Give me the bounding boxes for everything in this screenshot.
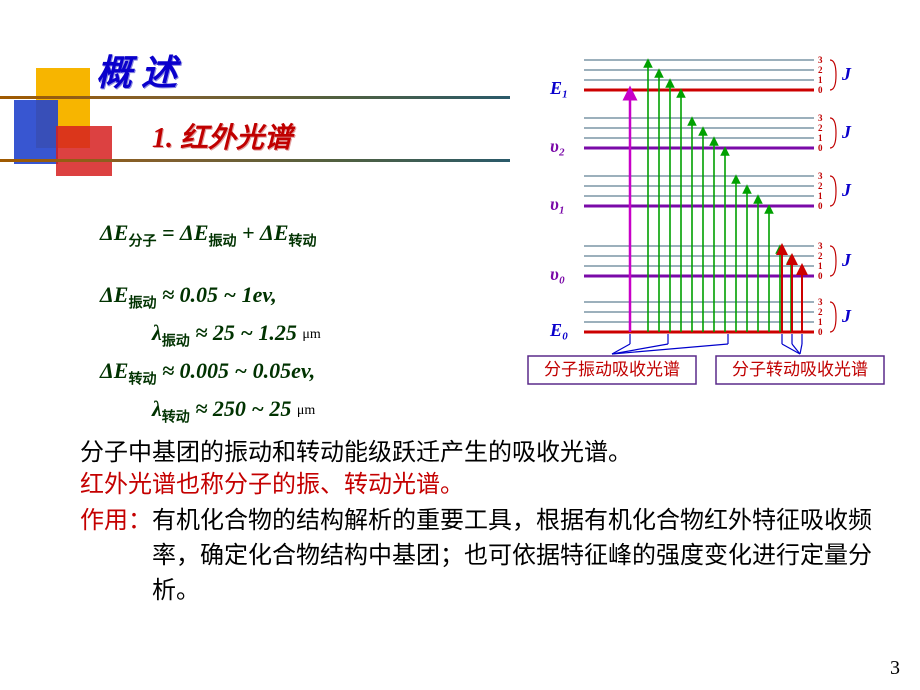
equation-e-vib: ΔE振动 ≈ 0.05 ~ 1ev, bbox=[100, 282, 277, 312]
svg-text:υ₀: υ₀ bbox=[550, 264, 565, 284]
svg-text:0: 0 bbox=[818, 201, 823, 211]
svg-text:1: 1 bbox=[818, 317, 823, 327]
equation-lambda-vib: λ振动 ≈ 25 ~ 1.25 μm bbox=[152, 320, 321, 350]
svg-text:2: 2 bbox=[818, 307, 823, 317]
svg-text:3: 3 bbox=[818, 241, 823, 251]
svg-text:1: 1 bbox=[818, 191, 823, 201]
paragraph-3-label-2: 作用： bbox=[80, 504, 152, 609]
svg-text:1: 1 bbox=[818, 261, 823, 271]
svg-text:1: 1 bbox=[818, 133, 823, 143]
svg-text:υ₁: υ₁ bbox=[550, 194, 565, 214]
svg-text:分子振动吸收光谱: 分子振动吸收光谱 bbox=[544, 360, 680, 379]
paragraph-3-body-2: 有机化合物的结构解析的重要工具，根据有机化合物红外特征吸收频率，确定化合物结构中… bbox=[152, 504, 880, 609]
svg-text:0: 0 bbox=[818, 85, 823, 95]
svg-text:E₁: E₁ bbox=[549, 78, 568, 98]
decorative-red-block bbox=[56, 126, 112, 176]
horizontal-rule-2 bbox=[0, 159, 510, 162]
svg-text:J: J bbox=[841, 306, 852, 326]
equation-main: ΔE分子 = ΔE振动 + ΔE转动 bbox=[100, 220, 317, 250]
paragraph-1: 分子中基团的振动和转动能级跃迁产生的吸收光谱。 bbox=[80, 438, 632, 469]
page-number: 3 bbox=[890, 657, 900, 680]
svg-text:J: J bbox=[841, 64, 852, 84]
svg-text:2: 2 bbox=[818, 251, 823, 261]
svg-text:1: 1 bbox=[818, 75, 823, 85]
energy-level-diagram: 0123E₁0123υ₂0123υ₁0123υ₀0123E₀3210J3210J… bbox=[524, 44, 894, 394]
svg-text:2: 2 bbox=[818, 123, 823, 133]
svg-text:2: 2 bbox=[818, 65, 823, 75]
svg-text:J: J bbox=[841, 250, 852, 270]
svg-text:3: 3 bbox=[818, 113, 823, 123]
paragraph-2: 红外光谱也称分子的振、转动光谱。 bbox=[80, 470, 464, 501]
svg-text:J: J bbox=[841, 122, 852, 142]
equation-lambda-rot: λ转动 ≈ 250 ~ 25 μm bbox=[152, 396, 315, 426]
equation-e-rot: ΔE转动 ≈ 0.005 ~ 0.05ev, bbox=[100, 358, 315, 388]
svg-text:3: 3 bbox=[818, 171, 823, 181]
svg-text:3: 3 bbox=[818, 297, 823, 307]
svg-text:J: J bbox=[841, 180, 852, 200]
paragraph-3-render: 作用： 有机化合物的结构解析的重要工具，根据有机化合物红外特征吸收频率，确定化合… bbox=[80, 504, 880, 609]
svg-text:E₀: E₀ bbox=[549, 320, 568, 340]
decorative-blue-block bbox=[14, 100, 58, 164]
svg-text:0: 0 bbox=[818, 271, 823, 281]
svg-text:2: 2 bbox=[818, 181, 823, 191]
svg-text:分子转动吸收光谱: 分子转动吸收光谱 bbox=[732, 360, 868, 379]
svg-text:3: 3 bbox=[818, 55, 823, 65]
svg-text:υ₂: υ₂ bbox=[550, 136, 565, 156]
svg-text:0: 0 bbox=[818, 143, 823, 153]
page-title: 概 述 bbox=[96, 44, 177, 96]
section-subtitle: 1. 红外光谱 bbox=[152, 116, 292, 156]
svg-text:0: 0 bbox=[818, 327, 823, 337]
horizontal-rule-1 bbox=[0, 96, 510, 99]
